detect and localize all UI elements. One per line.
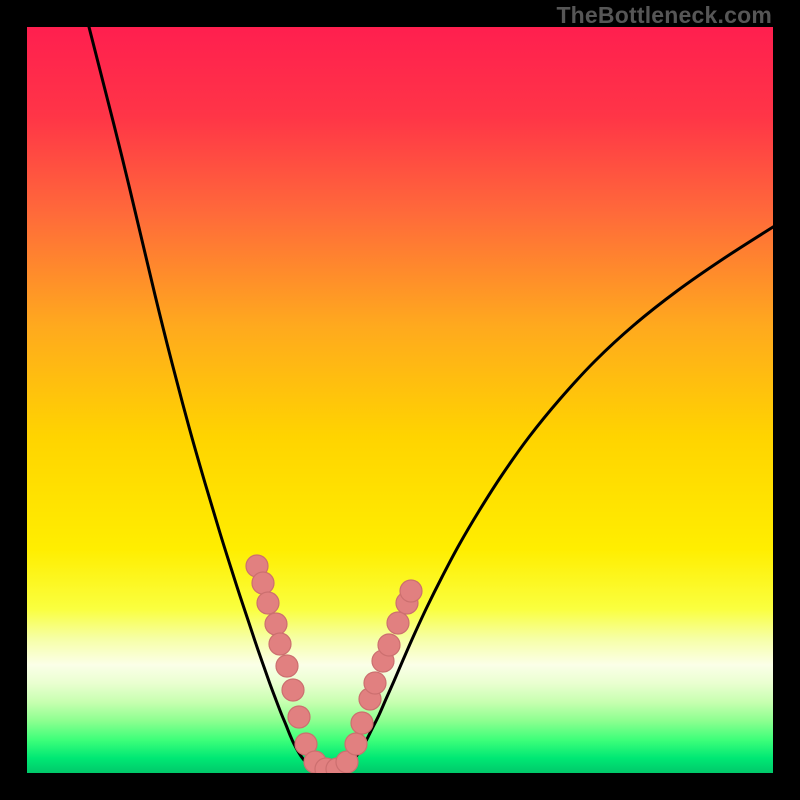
marker-point [288,706,310,728]
curve-right-branch [324,227,773,771]
marker-point [265,613,287,635]
marker-point [269,633,291,655]
marker-point [400,580,422,602]
watermark-text: TheBottleneck.com [556,2,772,29]
marker-point [282,679,304,701]
outer-frame: TheBottleneck.com [0,0,800,800]
data-markers [246,555,422,773]
marker-point [252,572,274,594]
plot-area [27,27,773,773]
marker-point [345,733,367,755]
curve-layer [27,27,773,773]
marker-point [276,655,298,677]
marker-point [378,634,400,656]
marker-point [387,612,409,634]
marker-point [257,592,279,614]
marker-point [351,712,373,734]
bottleneck-curves [89,27,773,771]
marker-point [364,672,386,694]
